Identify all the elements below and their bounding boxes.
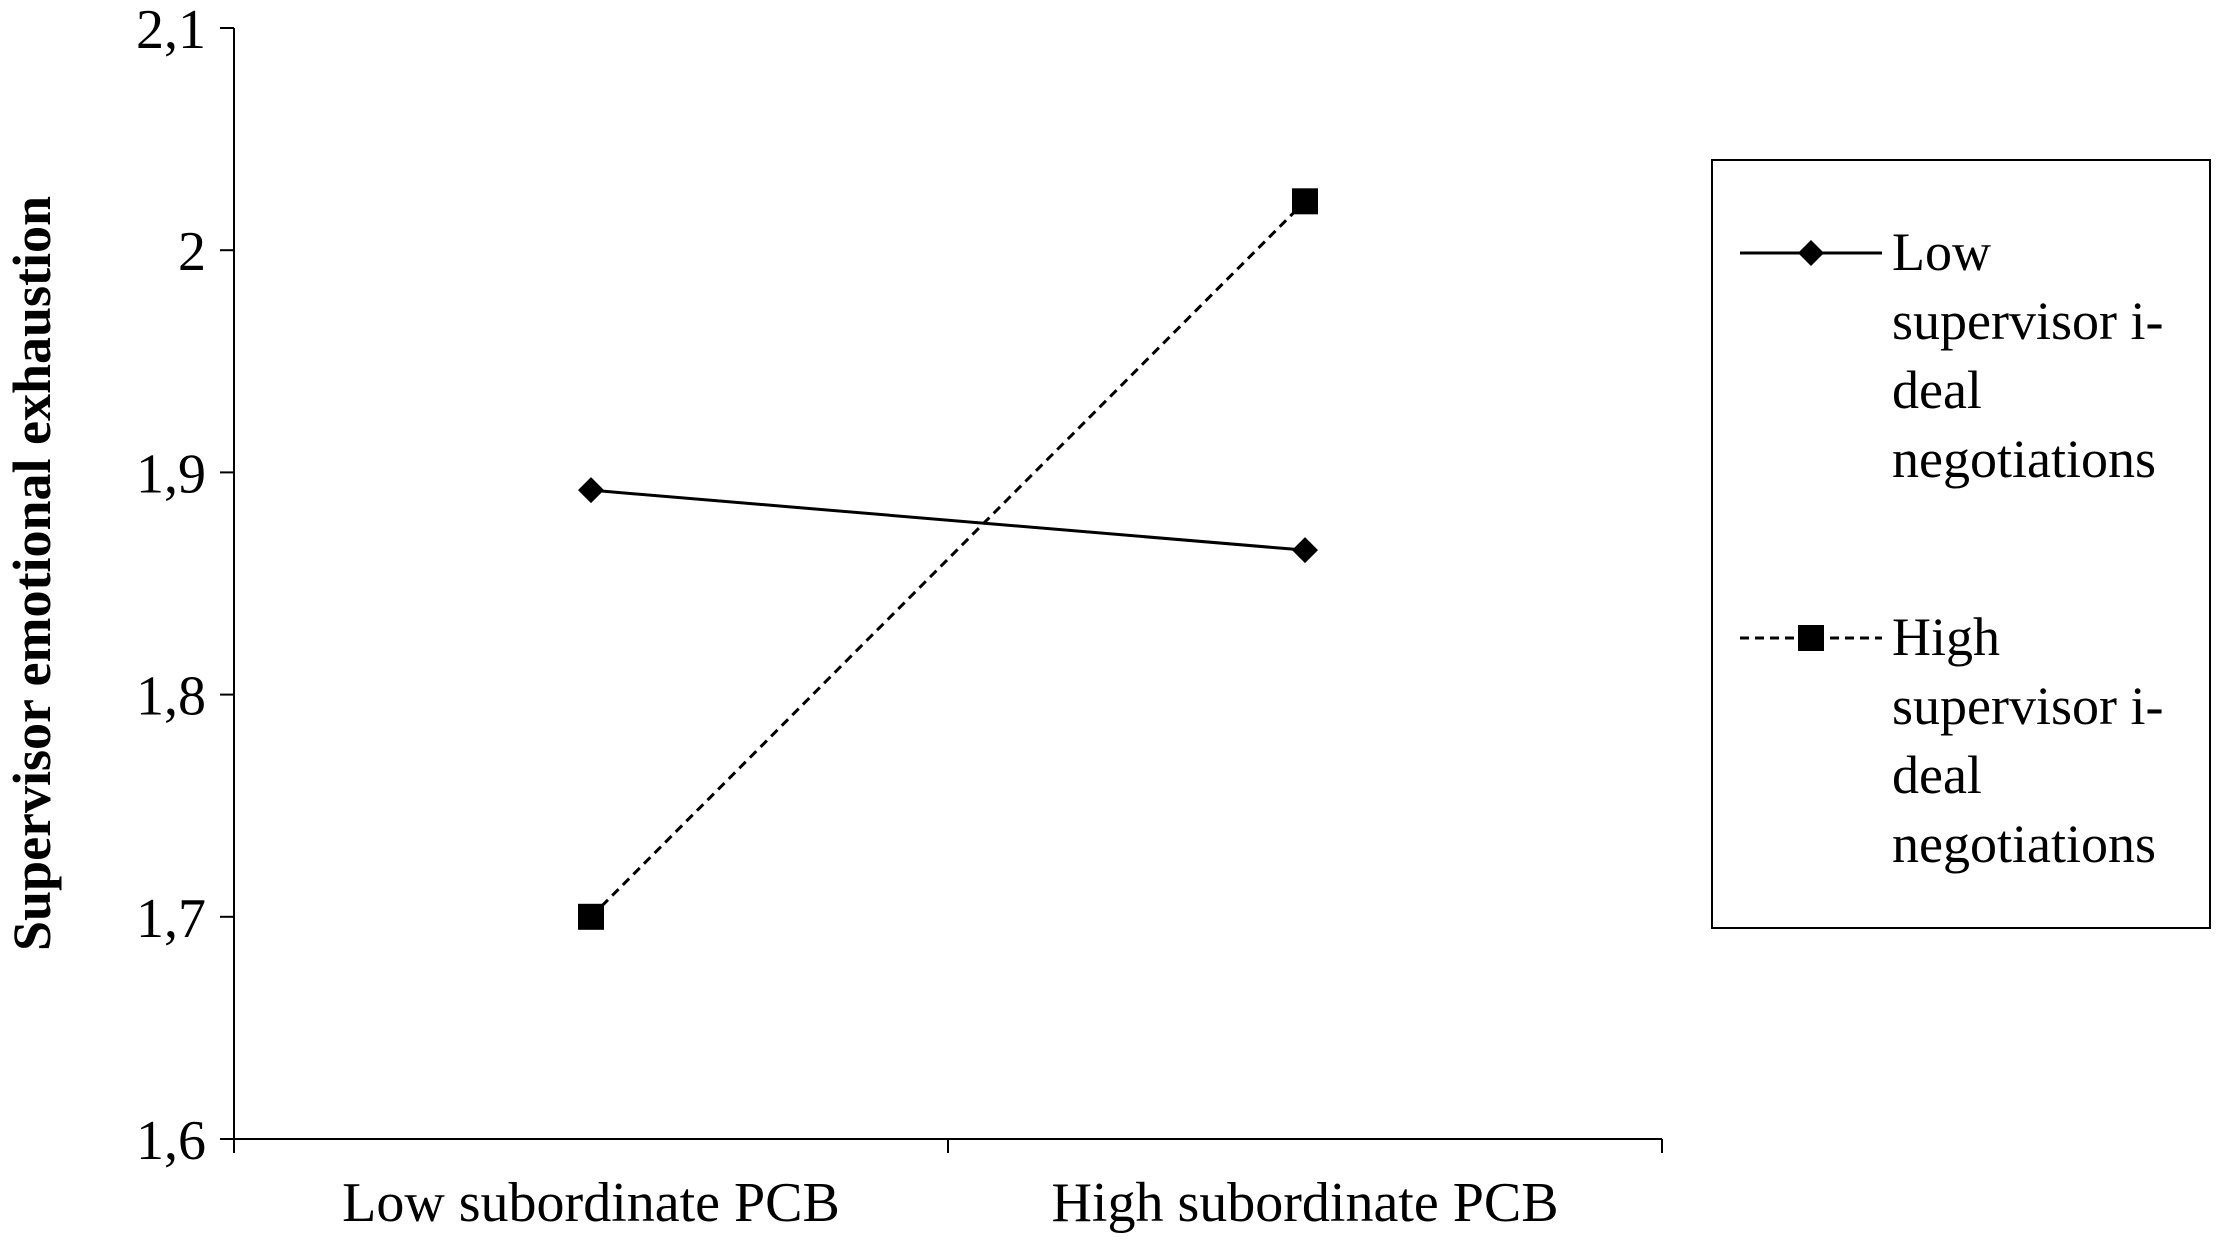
legend-square-marker [1798,625,1824,651]
series-line [590,488,1306,552]
square-marker [578,903,604,930]
series-1 [578,477,1318,564]
y-tick-label: 1,8 [136,666,206,728]
y-axis-title: Supervisor emotional exhaustion [2,196,62,951]
axes: 1,6 1,7 1,8 1,9 2 2,1 Low subordinate PCB High … [136,0,1663,1234]
y-tick-label: 2,1 [136,0,206,61]
legend-label: supervisor i- [1892,676,2163,736]
legend-label: deal [1892,745,1982,805]
legend-label: Low [1892,222,1991,282]
plot-area [578,188,1318,930]
legend-box [1711,159,2211,929]
legend-label: High [1892,607,2000,667]
legend-diamond-marker [1798,240,1824,266]
series-2 [578,188,1318,930]
diamond-marker [578,477,604,504]
square-marker [1292,188,1318,215]
legend-entry-1: Low supervisor i-deal negotiations [1740,222,2163,489]
legend-label: supervisor i- [1892,291,2163,351]
legend-label: deal [1892,360,1982,420]
x-tick-label: High subordinate PCB [1051,1172,1558,1234]
x-tick-label: Low subordinate PCB [342,1172,840,1234]
legend: Low supervisor i-deal negotiations High supe… [1711,159,2211,929]
y-tick-label: 1,6 [136,1110,206,1172]
legend-label: negotiations [1892,429,2156,489]
legend-label: negotiations [1892,814,2156,874]
y-tick-label: 2 [178,221,206,283]
y-tick-label: 1,9 [136,443,206,505]
legend-entry-2: High supervisor i-deal negotiations [1740,607,2163,874]
series-line [589,200,1307,918]
y-tick-label: 1,7 [136,888,206,950]
diamond-marker [1292,537,1318,564]
